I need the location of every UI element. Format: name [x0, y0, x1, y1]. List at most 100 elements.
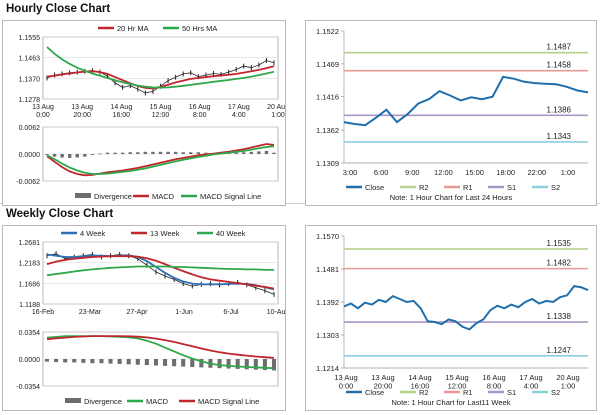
legend-s2-label: S2	[551, 388, 560, 397]
divergence-bar	[271, 359, 277, 371]
divergence-bar	[257, 151, 261, 154]
y-tick-label: 1.2183	[19, 261, 41, 268]
level-label-s1: 1.1386	[547, 105, 572, 114]
weekly-pivot-panel: 1.1570 1.1481 1.1392 1.1303 1.1214 1.1535 1.14…	[305, 225, 597, 411]
y-tick-label: 1.1463	[19, 56, 41, 63]
y-tick-label: 1.1522	[316, 27, 339, 36]
weekly-section-title: Weekly Close Chart	[6, 208, 114, 220]
chart-note: Note: 1 Hour Chart for Last11 Week	[392, 398, 511, 407]
legend-macd-label: MACD	[152, 192, 175, 201]
legend-r1-label: R1	[463, 183, 473, 192]
chart-note: Note: 1 Hour Chart for Last 24 Hours	[390, 193, 513, 202]
y-tick-label: 1.1214	[316, 364, 339, 373]
legend-signal-label: MACD Signal Line	[198, 397, 259, 406]
legend-divergence-label: Divergence	[94, 192, 132, 201]
x-tick-label: 15 Aug 12:00	[150, 104, 172, 119]
divergence-bar	[45, 154, 49, 155]
y-tick-label: 1.1309	[316, 159, 339, 168]
y-tick-label: 1.1188	[19, 302, 40, 309]
legend-r2-label: R2	[419, 388, 429, 397]
divergence-bar	[235, 359, 240, 369]
y-tick-label: 1.1570	[316, 232, 339, 241]
divergence-bar	[272, 152, 276, 154]
divergence-bar	[144, 359, 149, 366]
x-tick-label: 1:00	[561, 168, 576, 177]
divergence-bar	[90, 359, 95, 364]
level-label-r2: 1.1535	[547, 239, 572, 248]
divergence-bar	[128, 152, 132, 154]
series-line-w13	[46, 255, 275, 290]
divergence-bar	[63, 359, 68, 363]
divergence-bar	[181, 359, 186, 367]
x-tick-label: 17 Aug 4:00	[519, 373, 542, 391]
level-label-s2: 1.1247	[547, 346, 572, 355]
legend-s2-label: S2	[551, 183, 560, 192]
divergence-bar	[75, 154, 79, 158]
plot-area	[42, 241, 279, 305]
x-tick-label: 18:00	[496, 168, 515, 177]
section-divider	[0, 203, 600, 204]
y-tick-label: 1.1555	[19, 35, 41, 42]
y-tick-label: 1.1362	[316, 126, 339, 135]
x-tick-label: 3:00	[343, 168, 358, 177]
x-tick-label: 13 Aug 20:00	[71, 104, 93, 119]
y-tick-label: 0.0354	[19, 330, 41, 337]
divergence-bar	[199, 359, 204, 368]
divergence-bar	[44, 359, 50, 362]
x-tick-label: 15 Aug 12:00	[445, 373, 468, 391]
divergence-bar	[264, 150, 269, 154]
divergence-bar	[90, 154, 95, 155]
divergence-bar	[181, 152, 185, 154]
y-tick-label: 1.1278	[19, 97, 41, 104]
level-label-r1: 1.1482	[547, 259, 572, 268]
divergence-bar	[189, 152, 193, 154]
y-tick-label: 0.0000	[19, 357, 41, 364]
legend-ma20-label: 20 Hr MA	[117, 24, 149, 33]
divergence-bar	[98, 153, 102, 155]
y-tick-label: 1.2681	[19, 240, 41, 247]
x-tick-label: 10-Aug	[267, 309, 285, 316]
legend-w40-label: 40 Week	[216, 229, 246, 238]
divergence-bar	[52, 154, 57, 157]
divergence-bar	[143, 151, 148, 154]
hourly-pivot-panel: 1.1522 1.1469 1.1416 1.1362 1.1309 1.1487 1.14…	[305, 20, 597, 206]
hourly-pivot-chart: 1.1522 1.1469 1.1416 1.1362 1.1309 1.1487 1.14…	[316, 27, 589, 202]
legend-r2-label: R2	[419, 183, 429, 192]
weekly-pivot-chart: 1.1570 1.1481 1.1392 1.1303 1.1214 1.1535 1.14…	[316, 232, 589, 407]
y-tick-label: 1.1481	[316, 265, 339, 274]
y-tick-label: 1.1370	[19, 76, 41, 83]
divergence-bar	[72, 359, 77, 363]
y-tick-label: 1.1303	[316, 331, 339, 340]
legend-r1-label: R1	[463, 388, 473, 397]
hourly-section-title: Hourly Close Chart	[6, 3, 111, 15]
y-tick-label: 0.0000	[19, 152, 41, 159]
legend-ma50-label: 50 Hrs MA	[182, 24, 217, 33]
x-tick-label: 14 Aug 16:00	[110, 104, 132, 119]
divergence-bar	[196, 152, 201, 154]
weekly-technical-panel: 1.2681 1.2183 1.1686 1.1188 16-Feb 23-Mar 27-A…	[2, 225, 290, 411]
divergence-bar	[105, 152, 110, 154]
divergence-bar	[163, 359, 168, 366]
y-tick-label: 1.1469	[316, 60, 339, 69]
x-tick-label: 1-Jun	[175, 309, 193, 316]
divergence-bar	[190, 359, 195, 368]
series-line-w40	[46, 265, 274, 277]
legend-signal-label: MACD Signal Line	[200, 192, 261, 201]
legend-w4-label: 4 Week	[80, 229, 106, 238]
divergence-bar	[99, 359, 104, 364]
legend-w13-label: 13 Week	[150, 229, 180, 238]
x-tick-label: 13 Aug 0:00	[32, 104, 54, 119]
close-line	[343, 75, 589, 127]
divergence-bar	[262, 359, 267, 371]
divergence-bar	[204, 152, 208, 154]
macd-line	[46, 143, 275, 177]
x-tick-label: 27-Apr	[126, 309, 148, 316]
close-line	[343, 285, 589, 331]
level-label-r1: 1.1458	[547, 61, 572, 70]
x-tick-label: 14 Aug 16:00	[408, 373, 431, 391]
x-tick-label: 6:00	[374, 168, 389, 177]
